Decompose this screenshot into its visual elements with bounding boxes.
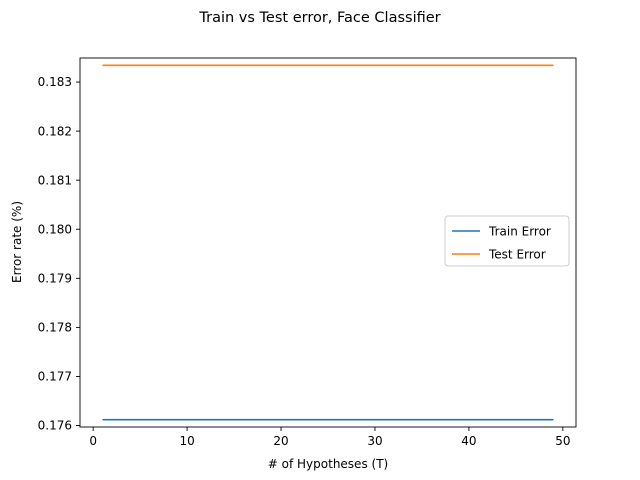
x-tick-label: 0 [89,434,97,448]
x-tick-label: 40 [461,434,476,448]
legend-label-test-error: Test Error [488,247,546,261]
x-tick-label: 20 [273,434,288,448]
y-tick-label: 0.177 [38,370,72,384]
y-tick-label: 0.176 [38,419,72,433]
chart-title: Train vs Test error, Face Classifier [198,10,440,26]
legend-label-train-error: Train Error [488,224,551,238]
y-axis: 0.176 0.177 0.178 0.179 0.180 0.181 0.182 0.183 [38,75,80,433]
y-tick-label: 0.179 [38,272,72,286]
x-axis-label: # of Hypotheses (T) [268,457,388,471]
legend: Train Error Test Error [444,215,570,267]
y-tick-label: 0.181 [38,173,72,187]
y-tick-label: 0.183 [38,75,72,89]
legend-items: Train Error Test Error [452,224,551,261]
y-axis-label: Error rate (%) [10,201,24,283]
x-tick-label: 50 [555,434,570,448]
y-tick-label: 0.178 [38,321,72,335]
y-tick-label: 0.182 [38,124,72,138]
x-axis: 0 10 20 30 40 50 [89,427,570,448]
y-tick-label: 0.180 [38,222,72,236]
plot-frame [79,57,577,428]
series-layer [102,64,554,421]
x-tick-label: 30 [367,434,382,448]
x-tick-label: 10 [179,434,194,448]
